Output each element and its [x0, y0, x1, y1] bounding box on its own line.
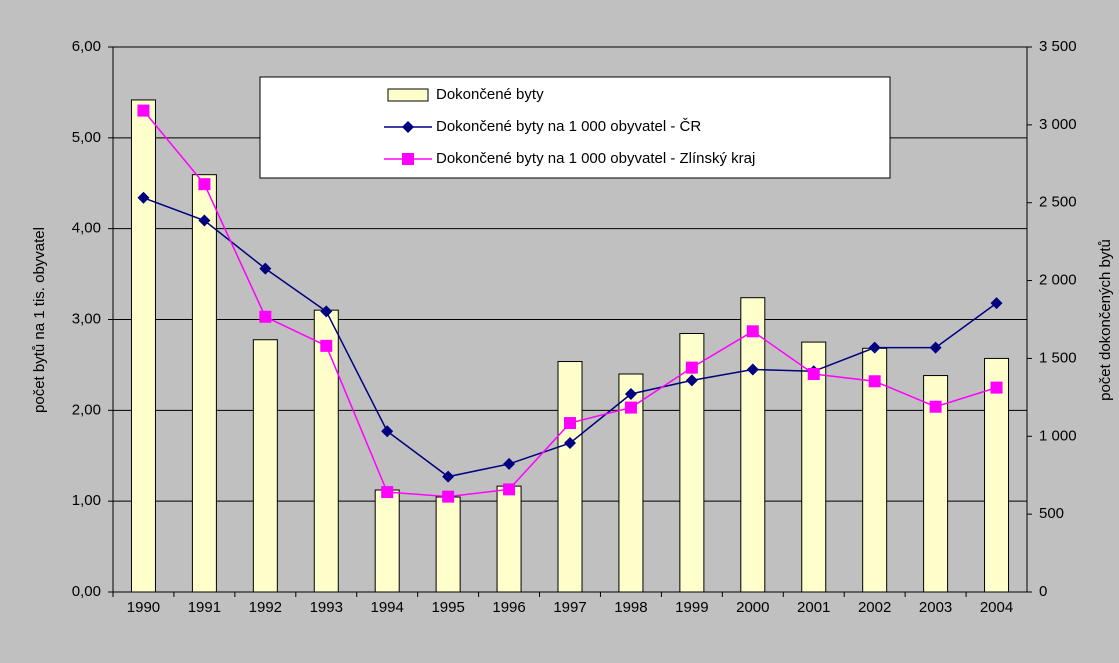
point [624, 387, 637, 400]
point [746, 325, 759, 338]
x-tick-label: 2002 [858, 599, 891, 616]
y2-tick-label: 3 500 [1039, 38, 1077, 55]
point [259, 262, 272, 275]
point [564, 417, 576, 430]
point [990, 297, 1003, 310]
x-tick-label: 2001 [797, 599, 830, 616]
x-tick-label: 1994 [371, 599, 404, 616]
legend-swatch [387, 88, 429, 102]
point [381, 486, 394, 499]
point [198, 178, 211, 191]
point [807, 368, 820, 380]
y-tick-label: 3,00 [72, 310, 101, 327]
y-tick-label: 0,00 [72, 583, 101, 600]
legend-box [259, 76, 891, 179]
bar [130, 99, 156, 593]
point [868, 375, 881, 388]
x-tick-label: 2003 [919, 599, 952, 616]
point [381, 425, 394, 438]
y-tick-label: 6,00 [72, 38, 101, 55]
y2-tick-label: 0 [1039, 583, 1047, 600]
y-tick-label: 4,00 [72, 220, 101, 237]
point [320, 339, 333, 352]
point [929, 341, 942, 354]
y-tick-label: 1,00 [72, 492, 101, 509]
y2-tick-label: 1 000 [1039, 427, 1077, 444]
point [259, 310, 272, 323]
y2-tick-label: 3 000 [1039, 116, 1077, 133]
x-tick-label: 2000 [736, 599, 769, 616]
bar [862, 347, 888, 593]
x-tick-label: 1993 [310, 599, 343, 616]
x-tick-label: 1998 [614, 599, 647, 616]
bar [252, 339, 278, 593]
y2-tick-label: 2 500 [1039, 194, 1077, 211]
point [868, 341, 881, 354]
x-tick-label: 1996 [492, 599, 525, 616]
legend-marker [402, 153, 414, 165]
x-tick-label: 1999 [675, 599, 708, 616]
point [624, 401, 637, 414]
y2-axis-label: počet dokončených bytů [1097, 239, 1114, 401]
bar [191, 174, 217, 593]
point [320, 305, 333, 318]
point [503, 483, 516, 496]
legend-label: Dokončené byty na 1 000 obyvatel - Zlíns… [436, 150, 755, 167]
y-axis-label: počet bytů na 1 tis. obyvatel [31, 227, 48, 413]
point [929, 400, 942, 413]
point [137, 104, 150, 117]
y-tick-label: 5,00 [72, 129, 101, 146]
bar [984, 357, 1010, 593]
x-tick-label: 1992 [249, 599, 282, 616]
point [990, 381, 1003, 394]
x-tick-label: 1997 [553, 599, 586, 616]
point [503, 457, 516, 470]
y-tick-label: 2,00 [72, 401, 101, 418]
x-tick-label: 1991 [188, 599, 221, 616]
bar [801, 341, 827, 593]
point [442, 490, 455, 503]
point [564, 437, 576, 450]
x-tick-label: 2004 [980, 599, 1013, 616]
point [137, 191, 150, 204]
point [685, 361, 698, 374]
y2-tick-label: 1 500 [1039, 349, 1077, 366]
x-tick-label: 1990 [127, 599, 160, 616]
bar [496, 485, 522, 593]
legend-label: Dokončené byty na 1 000 obyvatel - ČR [436, 118, 701, 135]
x-tick-label: 1995 [431, 599, 464, 616]
bar [313, 309, 339, 593]
bar [740, 297, 766, 593]
y2-tick-label: 2 000 [1039, 272, 1077, 289]
bar [435, 496, 461, 593]
point [442, 470, 455, 483]
bar [557, 361, 583, 593]
legend-marker [402, 121, 414, 133]
point [746, 363, 759, 376]
point [198, 214, 211, 227]
point [685, 374, 698, 387]
bar [374, 489, 400, 593]
y2-tick-label: 500 [1039, 505, 1064, 522]
legend-label: Dokončené byty [436, 86, 544, 103]
